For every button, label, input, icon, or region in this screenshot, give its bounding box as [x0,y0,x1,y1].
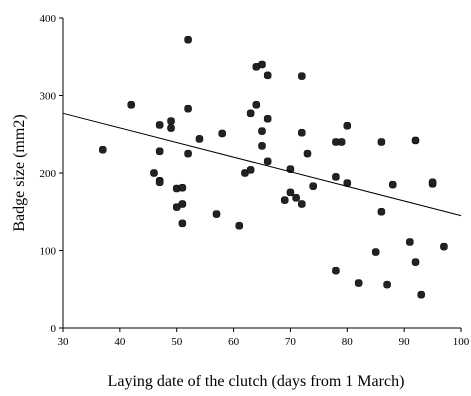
data-point [263,115,272,123]
data-point [377,208,386,216]
data-point [155,178,164,187]
data-point [383,280,391,289]
data-point [155,147,164,156]
data-point [354,279,363,287]
data-point [184,35,192,44]
data-point [343,121,352,130]
x-tick-label: 50 [171,336,183,348]
data-point [406,238,414,246]
data-point [167,124,175,132]
data-point [235,221,244,230]
x-tick-label: 60 [228,336,240,348]
data-point [309,182,317,190]
data-point [332,266,340,275]
x-tick-label: 30 [58,336,70,348]
y-axis-title: Badge size (mm2) [11,114,28,231]
data-point [218,129,226,138]
data-point [167,117,175,125]
y-tick-label: 200 [40,168,57,180]
data-point [280,196,289,204]
data-point [246,109,255,118]
data-point [389,180,397,189]
data-point [371,248,380,256]
data-point [263,157,272,166]
y-tick-label: 300 [40,91,57,103]
data-point [411,136,420,145]
data-point [298,72,306,80]
y-ticks: 0 100 200 300 400 [40,13,63,335]
data-point [428,178,437,187]
data-point [292,194,300,202]
x-tick-label: 90 [399,336,411,348]
x-tick-label: 40 [114,336,126,348]
data-points [99,35,448,299]
trendline [62,112,462,217]
data-point [298,128,306,137]
y-tick-label: 100 [40,246,57,258]
x-ticks: 30 40 50 60 70 80 90 100 [58,328,470,348]
x-tick-label: 70 [285,336,297,348]
data-point [178,183,187,192]
data-point [195,135,204,143]
data-point [411,258,420,266]
data-point [286,188,295,197]
data-point [258,142,266,150]
data-point [258,127,266,135]
x-tick-label: 80 [342,336,354,348]
y-tick-label: 0 [51,323,57,335]
data-point [332,173,340,181]
data-point [150,169,158,177]
data-point [99,146,107,154]
data-point [298,200,306,208]
data-point [377,138,386,146]
data-point [440,242,448,251]
data-point [184,149,192,158]
data-point [155,121,164,129]
data-point [127,101,135,109]
data-point [337,138,346,146]
data-point [252,101,261,109]
data-point [178,219,187,228]
data-point [258,60,266,69]
data-point [417,290,425,299]
data-point [178,200,187,208]
y-tick-label: 400 [40,13,57,25]
data-point [246,166,255,174]
data-point [303,149,312,158]
data-point [184,104,192,113]
x-axis-title: Laying date of the clutch (days from 1 M… [108,373,405,390]
data-point [212,210,221,218]
data-point [263,71,272,80]
x-tick-label: 100 [453,336,470,348]
